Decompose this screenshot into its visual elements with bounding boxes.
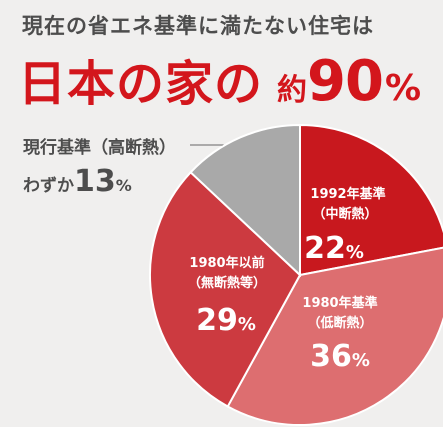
- pie-slice-1980: [226, 246, 443, 426]
- slice-1980-label-line2: （低断熱）: [307, 315, 372, 331]
- slice-1992-value-number: 22: [304, 231, 346, 266]
- slice-1992-label-line2: （中断熱）: [312, 206, 377, 222]
- slice-pre1980-label-line2: （無断熱等）: [188, 275, 266, 291]
- slice-1980-value: 36%: [310, 339, 370, 374]
- slice-1992-value: 22%: [304, 231, 364, 266]
- pie-slice-current: [189, 123, 301, 278]
- main-title: 日本の家の 約90%: [18, 54, 421, 110]
- slice-1980-value-number: 36: [310, 339, 352, 374]
- callout-prefix: わずか: [23, 176, 74, 196]
- callout-number: 13: [74, 164, 116, 199]
- slice-1992-value-percent: %: [346, 242, 364, 263]
- slice-pre1980-value: 29%: [196, 303, 256, 338]
- pie-slice-pre1980: [149, 170, 302, 408]
- slice-pre1980-value-percent: %: [238, 314, 256, 335]
- main-title-percent: %: [384, 68, 422, 109]
- pie-slices: [149, 123, 443, 426]
- callout-value: わずか13%: [23, 164, 132, 199]
- headline: 現在の省エネ基準に満たない住宅は: [22, 14, 374, 38]
- slice-pre1980-value-number: 29: [196, 303, 238, 338]
- callout-label: 現行基準（高断熱）: [23, 138, 176, 158]
- slice-1980-value-percent: %: [352, 350, 370, 371]
- main-title-number: 90: [307, 49, 384, 114]
- pie-slice-1992: [299, 123, 443, 277]
- callout-percent: %: [115, 176, 132, 195]
- slice-1992-label-line1: 1992年基準: [310, 186, 385, 202]
- slice-1980-label-line1: 1980年基準: [302, 295, 377, 311]
- main-title-text: 日本の家の: [18, 56, 264, 112]
- slice-pre1980-label-line1: 1980年以前: [189, 255, 264, 271]
- main-title-approx: 約: [277, 73, 308, 108]
